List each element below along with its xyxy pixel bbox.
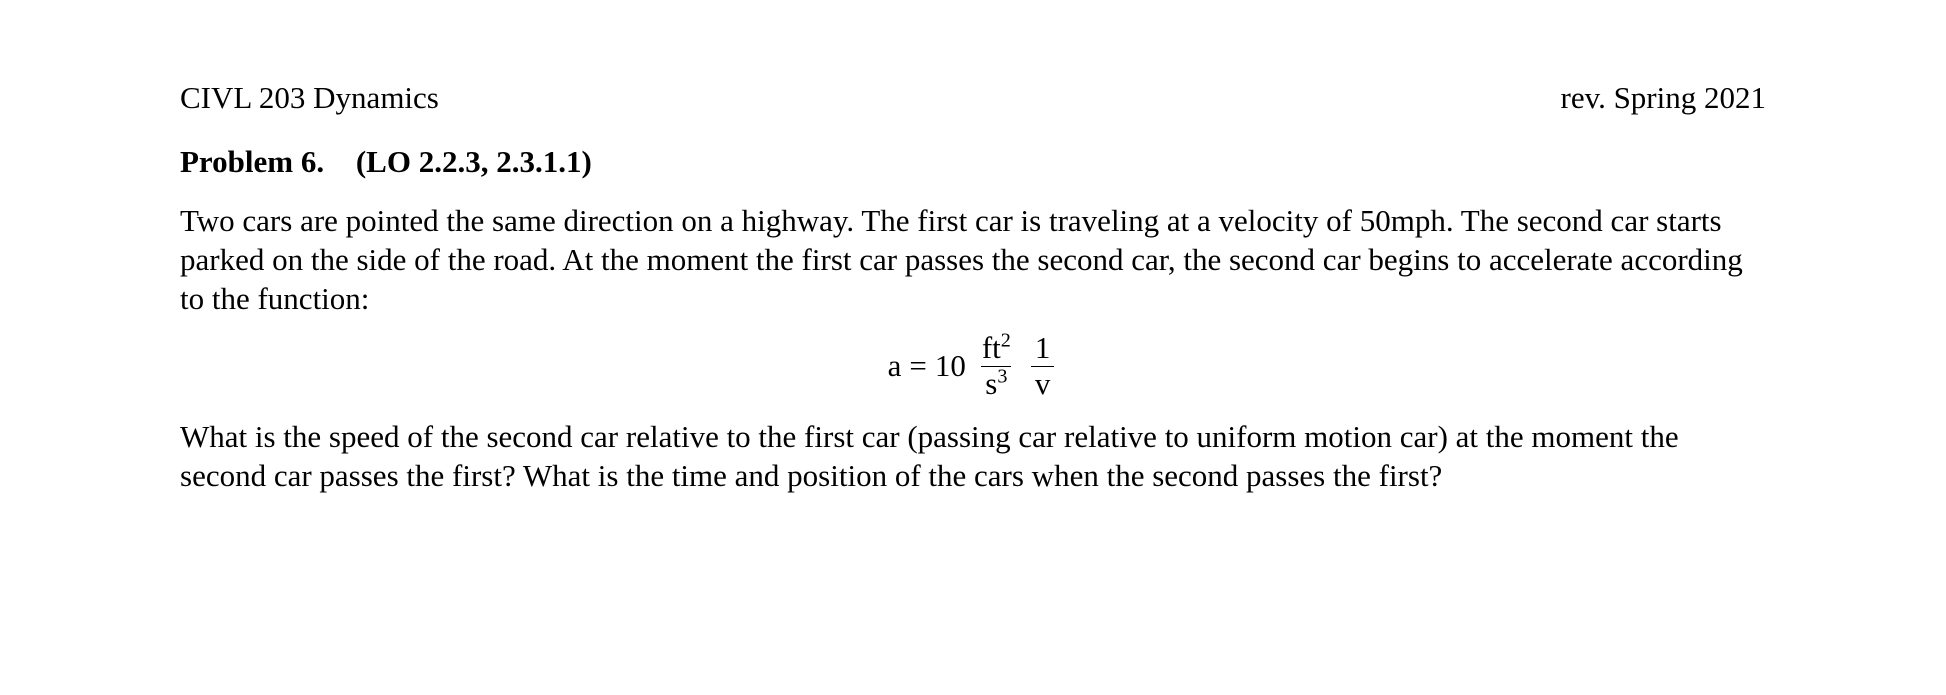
- equation: a = 10 ft2 s3 1 v: [180, 332, 1766, 400]
- document-page: CIVL 203 Dynamics rev. Spring 2021 Probl…: [0, 0, 1946, 695]
- eq-fraction-2: 1 v: [1031, 332, 1055, 400]
- problem-number: Problem 6.: [180, 144, 324, 179]
- eq-frac1-den: s3: [981, 366, 1011, 401]
- eq-fraction-1: ft2 s3: [978, 332, 1015, 400]
- eq-frac1-num-base: ft: [982, 330, 1001, 365]
- paragraph-2: What is the speed of the second car rela…: [180, 418, 1766, 496]
- problem-lo: (LO 2.2.3, 2.3.1.1): [356, 144, 592, 179]
- revision-label: rev. Spring 2021: [1561, 80, 1767, 116]
- paragraph-1: Two cars are pointed the same direction …: [180, 202, 1766, 318]
- problem-heading: Problem 6. (LO 2.2.3, 2.3.1.1): [180, 144, 1766, 180]
- eq-frac2-den: v: [1031, 366, 1055, 401]
- header-row: CIVL 203 Dynamics rev. Spring 2021: [180, 80, 1766, 116]
- eq-frac1-den-exp: 3: [997, 365, 1007, 387]
- eq-coeff: 10: [935, 348, 966, 384]
- eq-lhs: a: [888, 348, 902, 384]
- course-title: CIVL 203 Dynamics: [180, 80, 439, 116]
- eq-equals: =: [909, 348, 926, 384]
- eq-frac1-num-exp: 2: [1001, 330, 1011, 352]
- eq-frac1-den-base: s: [985, 366, 997, 401]
- equation-inline: a = 10 ft2 s3 1 v: [888, 332, 1059, 400]
- eq-frac2-num: 1: [1031, 332, 1055, 366]
- eq-frac1-num: ft2: [978, 332, 1015, 366]
